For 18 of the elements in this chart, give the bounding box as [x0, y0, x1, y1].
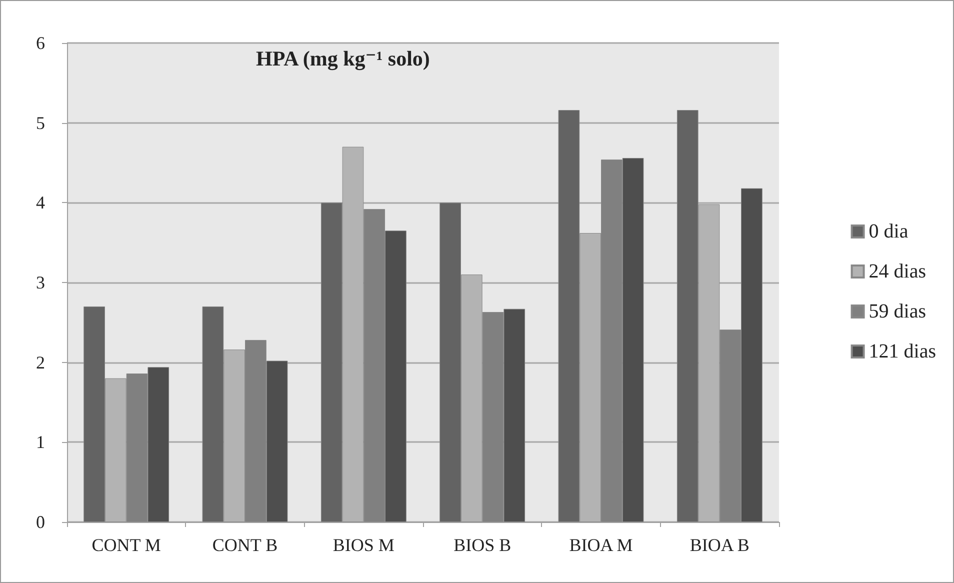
- x-tick-label: CONT M: [92, 535, 161, 555]
- legend-label: 24 dias: [868, 260, 926, 282]
- legend-label: 59 dias: [868, 300, 926, 322]
- x-tick-label: BIOS B: [454, 535, 512, 555]
- x-tick-label: CONT B: [212, 535, 278, 555]
- x-tick-label: BIOA B: [690, 535, 750, 555]
- chart-title: HPA (mg kg⁻¹ solo): [256, 46, 430, 70]
- y-tick-label: 5: [36, 112, 45, 133]
- y-tick-label: 2: [36, 352, 45, 372]
- x-tick-label: BIOA M: [569, 535, 633, 555]
- y-tick-label: 3: [36, 272, 45, 292]
- legend-label: 0 dia: [868, 220, 908, 242]
- y-tick-label: 4: [36, 192, 45, 213]
- y-tick-label: 0: [36, 512, 45, 532]
- x-tick-label: BIOS M: [332, 535, 394, 555]
- legend-label: 121 dias: [868, 340, 936, 362]
- y-tick-label: 1: [36, 432, 45, 452]
- y-tick-label: 6: [36, 33, 45, 53]
